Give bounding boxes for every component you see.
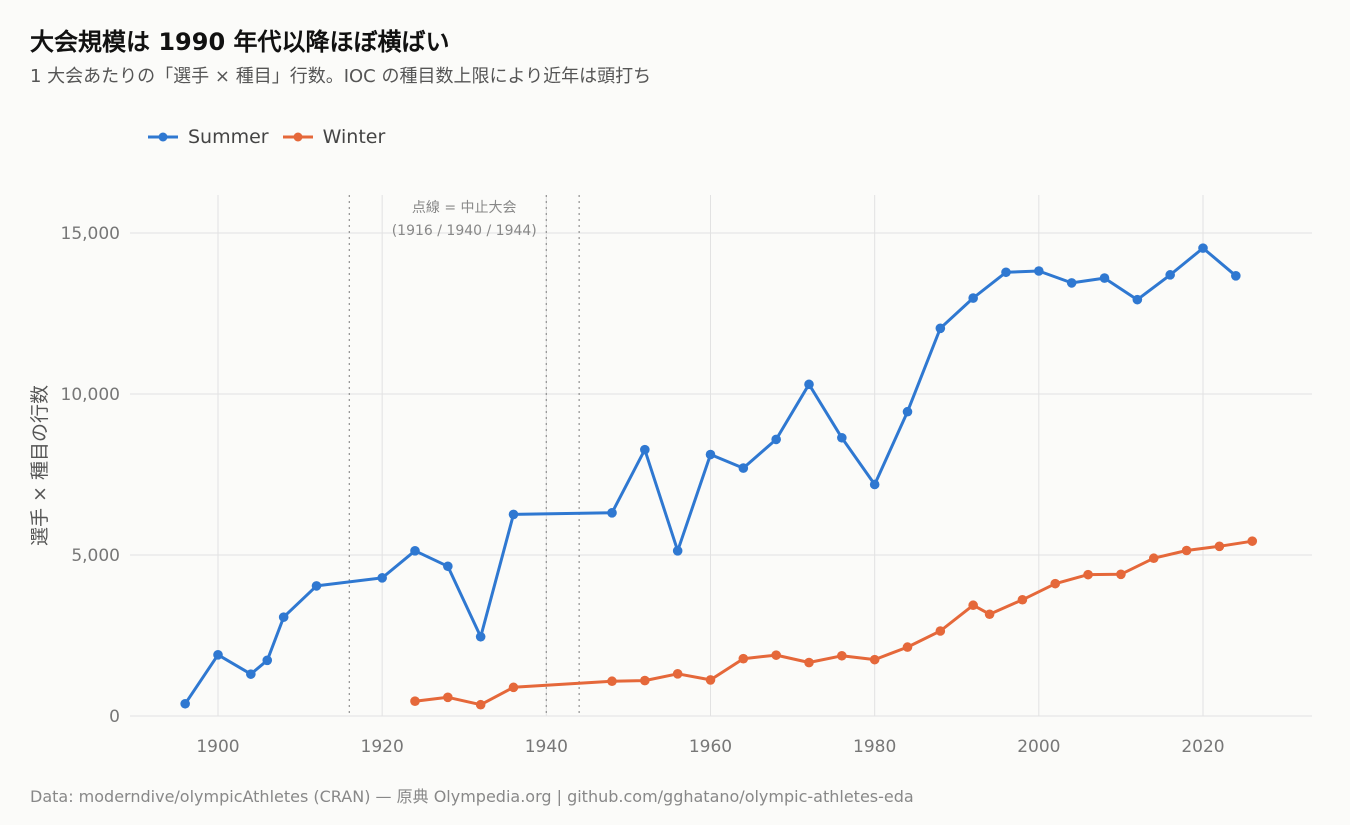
data-point-summer xyxy=(262,655,273,666)
data-point-summer xyxy=(672,546,683,556)
data-point-winter xyxy=(869,654,880,665)
y-tick-label: 0 xyxy=(109,707,120,727)
data-point-winter xyxy=(443,692,453,703)
data-point-winter xyxy=(837,650,847,661)
data-point-winter xyxy=(1116,569,1126,580)
legend-key-winter xyxy=(282,132,313,142)
annotation-line-2: (1916 / 1940 / 1944) xyxy=(392,223,537,239)
data-point-summer xyxy=(1066,278,1077,288)
data-point-winter xyxy=(607,676,617,687)
data-point-summer xyxy=(410,546,420,556)
legend-item-winter: Winter xyxy=(282,126,386,148)
annotation-line-1: 点線 = 中止大会 xyxy=(412,200,517,216)
data-point-summer xyxy=(475,631,486,642)
data-point-summer xyxy=(213,650,223,660)
data-point-winter xyxy=(1148,553,1159,564)
legend-item-summer: Summer xyxy=(148,126,269,148)
data-point-winter xyxy=(508,682,519,693)
data-point-winter xyxy=(804,657,814,668)
data-source-caption: Data: moderndive/olympicAthletes (CRAN) … xyxy=(30,787,914,806)
x-tick-label: 1940 xyxy=(525,737,568,757)
data-point-winter xyxy=(968,600,978,611)
data-point-summer xyxy=(902,406,913,417)
data-point-winter xyxy=(738,653,749,664)
series-line-winter xyxy=(413,539,1254,707)
data-point-winter xyxy=(705,675,716,685)
x-tick-label: 2020 xyxy=(1181,737,1224,757)
data-point-summer xyxy=(180,698,190,709)
data-point-summer xyxy=(804,379,814,390)
data-point-summer xyxy=(771,434,781,445)
data-point-winter xyxy=(902,642,913,652)
data-point-summer xyxy=(1132,294,1143,305)
data-point-winter xyxy=(984,609,995,620)
data-point-winter xyxy=(935,626,946,636)
x-tick-label: 1900 xyxy=(196,737,239,757)
legend-key-summer xyxy=(148,132,178,142)
legend-label-summer: Summer xyxy=(188,126,269,148)
y-tick-label: 15,000 xyxy=(61,224,120,244)
data-point-winter xyxy=(410,696,420,706)
data-point-summer xyxy=(278,612,289,622)
data-point-winter xyxy=(1050,578,1061,589)
data-point-winter xyxy=(672,669,683,679)
data-point-summer xyxy=(1198,243,1208,253)
data-point-winter xyxy=(1083,569,1093,580)
data-point-summer xyxy=(246,669,256,679)
data-point-summer xyxy=(935,323,946,334)
data-point-summer xyxy=(705,449,716,460)
x-tick-label: 2000 xyxy=(1017,737,1060,757)
data-point-summer xyxy=(607,508,617,518)
data-point-winter xyxy=(475,699,486,710)
x-tick-label: 1960 xyxy=(689,737,732,757)
x-tick-label: 1920 xyxy=(361,737,404,757)
data-point-winter xyxy=(1214,541,1225,552)
data-point-summer xyxy=(311,581,322,591)
data-point-summer xyxy=(640,444,650,455)
legend-label-winter: Winter xyxy=(322,126,386,148)
data-point-summer xyxy=(1001,267,1011,278)
legend: Summer Winter xyxy=(148,126,385,148)
data-point-summer xyxy=(1165,270,1175,280)
data-point-summer xyxy=(1099,273,1110,283)
chart-subtitle: 1 大会あたりの「選手 × 種目」行数。IOC の種目数上限により近年は頭打ち xyxy=(30,66,652,87)
y-axis-title: 選手 × 種目の行数 xyxy=(29,385,51,546)
data-point-summer xyxy=(1231,271,1241,281)
data-point-summer xyxy=(837,432,847,443)
data-point-summer xyxy=(869,479,880,490)
data-point-winter xyxy=(771,650,781,660)
data-point-summer xyxy=(738,463,749,473)
data-point-winter xyxy=(640,675,650,686)
data-point-winter xyxy=(1017,594,1028,605)
data-point-summer xyxy=(508,509,519,520)
data-point-summer xyxy=(968,293,978,303)
data-point-winter xyxy=(1181,545,1192,556)
y-tick-label: 5,000 xyxy=(71,546,120,566)
x-tick-label: 1980 xyxy=(853,737,896,757)
y-tick-label: 10,000 xyxy=(61,385,120,405)
data-point-summer xyxy=(443,561,453,572)
data-point-summer xyxy=(377,573,387,583)
data-point-summer xyxy=(1034,266,1044,276)
data-point-winter xyxy=(1247,536,1258,546)
chart-title: 大会規模は 1990 年代以降ほぼ横ばい xyxy=(30,28,450,56)
